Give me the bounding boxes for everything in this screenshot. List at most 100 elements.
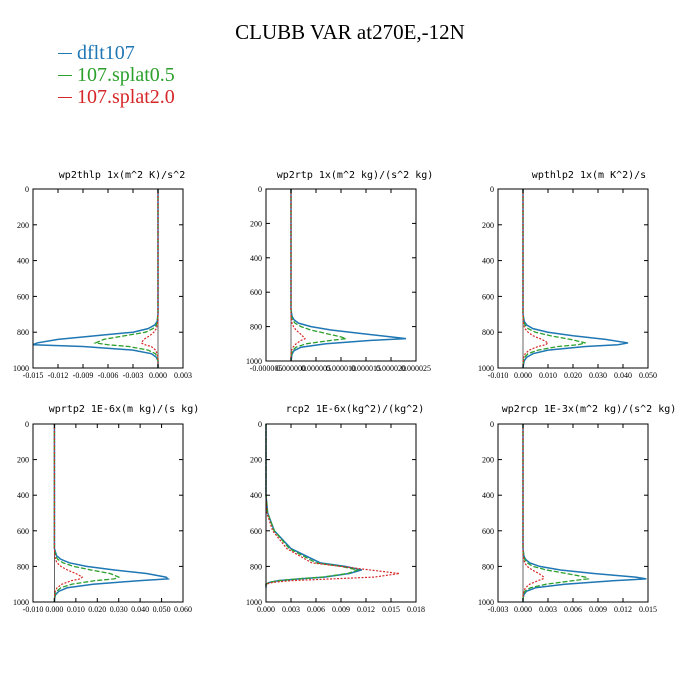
series-line-1 xyxy=(32,189,159,368)
plot-frame xyxy=(32,188,184,369)
panel-title: wp2thlp 1x(m^2 K)/s^2 xyxy=(59,170,185,181)
series-line-2 xyxy=(53,424,121,602)
x-tick-label: -0.003 xyxy=(123,371,144,380)
series-line-3 xyxy=(522,424,545,602)
y-tick-label: 200 xyxy=(17,456,29,465)
y-tick-label: 600 xyxy=(482,527,494,536)
y-tick-label: 200 xyxy=(17,221,29,230)
x-tick-label: 0.012 xyxy=(614,605,632,614)
x-tick-label: 0.012 xyxy=(357,605,375,614)
x-tick-label: 0.000 xyxy=(514,605,532,614)
x-tick-label: 0.018 xyxy=(407,605,425,614)
y-tick-label: 800 xyxy=(482,562,494,571)
panel-5: rcp2 1E-6x(kg^2)/(kg^2) 0.000 0.003 0.006 0.… xyxy=(246,404,425,614)
y-tick-label: 400 xyxy=(250,491,262,500)
panel-title: rcp2 1E-6x(kg^2)/(kg^2) xyxy=(286,404,424,415)
legend: dflt107 107.splat0.5 107.splat2.0 xyxy=(58,42,175,108)
y-tick-label: 0 xyxy=(490,420,494,429)
x-tick-label: 0.010 xyxy=(67,605,85,614)
series-line-2 xyxy=(522,424,590,602)
legend-label-splat05: 107.splat0.5 xyxy=(77,63,175,86)
series-line-2 xyxy=(522,189,586,369)
series-line-2 xyxy=(290,189,347,361)
y-tick-label: 400 xyxy=(482,257,494,266)
panel-1: wp2thlp 1x(m^2 K)/s^2-0.015 -0.012 -0.009-… xyxy=(13,170,192,380)
y-tick-label: 0 xyxy=(25,185,29,194)
x-tick-label: -0.003 xyxy=(488,605,509,614)
plot-frame xyxy=(497,423,649,603)
x-tick-label: 0.030 xyxy=(110,605,128,614)
x-tick-label: 0.060 xyxy=(174,605,192,614)
y-tick-label: 400 xyxy=(17,491,29,500)
y-tick-label: 600 xyxy=(482,292,494,301)
plot-frame xyxy=(265,188,417,362)
y-tick-label: 800 xyxy=(250,323,262,332)
plot-frame xyxy=(32,423,184,603)
x-tick-label: -0.015 xyxy=(23,371,44,380)
x-tick-label: 0.000 xyxy=(257,605,275,614)
panel-title: wp2rtp 1x(m^2 kg)/(s^2 kg) xyxy=(277,170,434,181)
x-tick-label: 0.000000 xyxy=(276,364,306,373)
x-tick-label: 0.015 xyxy=(639,605,657,614)
legend-line-dflt107 xyxy=(58,52,72,54)
y-tick-label: 0 xyxy=(490,185,494,194)
x-tick-label: -0.012 xyxy=(48,371,69,380)
panel-title: wpthlp2 1x(m K^2)/s xyxy=(532,170,646,181)
panel-title: wp2rcp 1E-3x(m^2 kg)/(s^2 kg) xyxy=(502,404,677,415)
y-tick-label: 600 xyxy=(17,292,29,301)
y-tick-label: 600 xyxy=(250,527,262,536)
x-tick-label: 0.030 xyxy=(589,371,607,380)
series-line-3 xyxy=(290,189,306,361)
figure-title: CLUBB VAR at270E,-12N xyxy=(235,20,465,44)
legend-item-splat20: 107.splat2.0 xyxy=(58,86,175,108)
x-tick-label: 0.009 xyxy=(332,605,350,614)
y-tick-label: 400 xyxy=(482,491,494,500)
series-line-3 xyxy=(265,424,400,588)
y-tick-label: 200 xyxy=(482,221,494,230)
series-line-3 xyxy=(140,189,159,368)
legend-item-dflt107: dflt107 xyxy=(58,42,175,64)
legend-item-splat05: 107.splat0.5 xyxy=(58,64,175,86)
x-tick-label: 0.003 xyxy=(539,605,557,614)
y-tick-label: 1000 xyxy=(478,364,494,373)
x-tick-label: 0.000010 xyxy=(326,364,356,373)
panel-4: wprtp2 1E-6x(m kg)/(s kg) -0.010 0.000 0.01… xyxy=(13,404,199,614)
y-tick-label: 200 xyxy=(250,219,262,228)
x-tick-label: 0.020 xyxy=(564,371,582,380)
y-tick-label: 1000 xyxy=(13,598,29,607)
panel-title: wprtp2 1E-6x(m kg)/(s kg) xyxy=(49,404,200,415)
legend-label-dflt107: dflt107 xyxy=(77,41,135,64)
x-tick-label: 0.003 xyxy=(174,371,192,380)
y-tick-label: 1000 xyxy=(13,364,29,373)
x-tick-label: 0.003 xyxy=(282,605,300,614)
panel-6: wp2rcp 1E-3x(m^2 kg)/(s^2 kg) -0.003 0.000… xyxy=(478,404,676,614)
y-tick-label: 0 xyxy=(258,185,262,194)
y-tick-label: 0 xyxy=(25,420,29,429)
y-tick-label: 400 xyxy=(17,257,29,266)
legend-label-splat20: 107.splat2.0 xyxy=(77,85,175,108)
x-tick-label: 0.000005 xyxy=(301,364,331,373)
series-line-1 xyxy=(522,424,647,602)
x-tick-label: -0.006 xyxy=(98,371,119,380)
y-tick-label: 600 xyxy=(17,527,29,536)
x-tick-label: -0.010 xyxy=(23,605,44,614)
x-tick-label: 0.015 xyxy=(382,605,400,614)
y-tick-label: 1000 xyxy=(246,598,262,607)
x-tick-label: 0.000015 xyxy=(351,364,381,373)
series-line-1 xyxy=(290,189,407,362)
y-tick-label: 800 xyxy=(17,562,29,571)
x-tick-label: 0.006 xyxy=(307,605,325,614)
y-tick-label: 0 xyxy=(258,420,262,429)
x-tick-label: 0.010 xyxy=(539,371,557,380)
series-line-3 xyxy=(53,424,84,602)
y-tick-label: 200 xyxy=(250,456,262,465)
y-tick-label: 600 xyxy=(250,288,262,297)
x-tick-label: 0.006 xyxy=(564,605,582,614)
x-tick-label: 0.040 xyxy=(131,605,149,614)
x-tick-label: 0.020 xyxy=(88,605,106,614)
y-tick-label: 400 xyxy=(250,254,262,263)
legend-line-splat20 xyxy=(58,96,72,98)
y-tick-label: 800 xyxy=(250,562,262,571)
x-tick-label: -0.010 xyxy=(488,371,509,380)
